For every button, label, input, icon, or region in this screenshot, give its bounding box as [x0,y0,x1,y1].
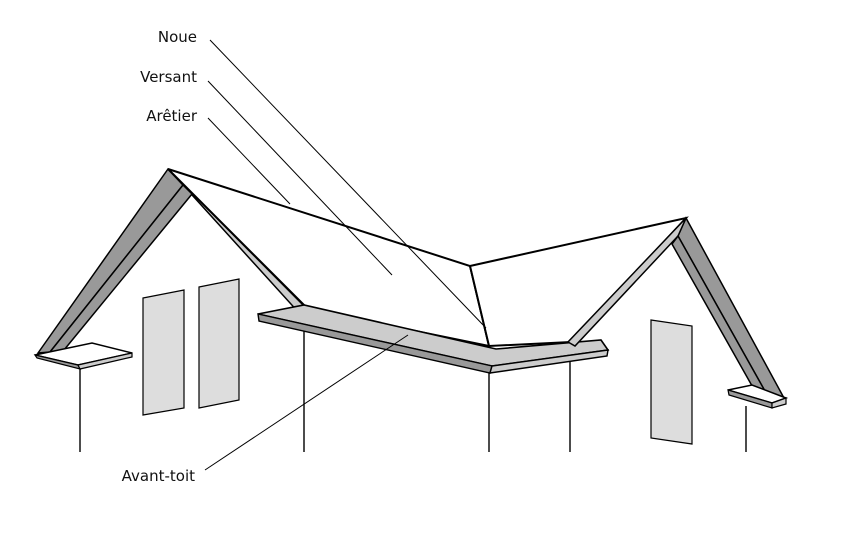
leader-aretier [207,117,291,205]
right-eave-tab [727,384,789,409]
window-left-2 [198,278,240,409]
roof-surfaces [167,168,689,348]
wall-lines [79,328,747,452]
leader-noue [209,39,487,329]
main-eave [257,304,610,374]
labels: Noue Versant Arêtier Avant-toit [122,28,198,485]
leader-avant-toit [204,334,409,471]
label-aretier: Arêtier [146,107,198,125]
window-right [650,319,693,445]
label-versant: Versant [140,68,197,86]
leader-versant [207,80,393,276]
leader-lines [204,39,487,471]
valley-line-noue [469,265,490,347]
label-avant-toit: Avant-toit [122,467,195,485]
window-left-1 [142,289,185,416]
label-noue: Noue [158,28,197,46]
right-gable-fascia [566,216,786,401]
left-eave-tab [33,342,133,370]
windows [142,278,693,445]
